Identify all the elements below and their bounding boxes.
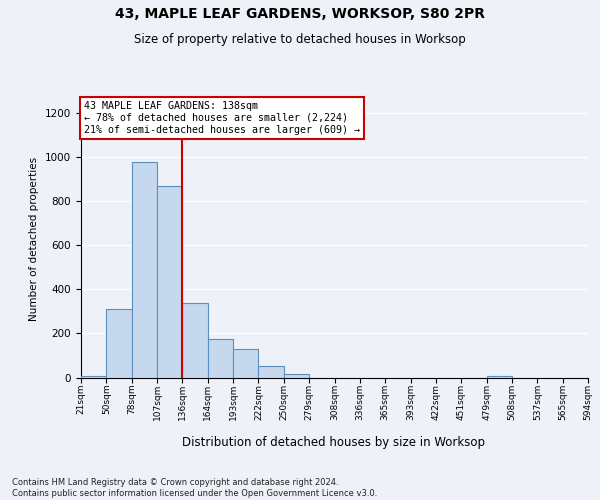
Text: Distribution of detached houses by size in Worksop: Distribution of detached houses by size …	[182, 436, 485, 449]
Bar	[208, 339, 233, 378]
Text: Contains HM Land Registry data © Crown copyright and database right 2024.
Contai: Contains HM Land Registry data © Crown c…	[12, 478, 377, 498]
Bar	[81, 376, 106, 378]
Bar	[106, 309, 132, 378]
Bar	[487, 376, 512, 378]
Bar	[157, 186, 182, 378]
Y-axis label: Number of detached properties: Number of detached properties	[29, 156, 40, 321]
Bar	[132, 162, 157, 378]
Bar	[233, 349, 259, 378]
Bar	[284, 374, 309, 378]
Bar	[259, 366, 284, 378]
Text: 43 MAPLE LEAF GARDENS: 138sqm
← 78% of detached houses are smaller (2,224)
21% o: 43 MAPLE LEAF GARDENS: 138sqm ← 78% of d…	[83, 102, 359, 134]
Text: Size of property relative to detached houses in Worksop: Size of property relative to detached ho…	[134, 32, 466, 46]
Text: 43, MAPLE LEAF GARDENS, WORKSOP, S80 2PR: 43, MAPLE LEAF GARDENS, WORKSOP, S80 2PR	[115, 8, 485, 22]
Bar	[182, 302, 208, 378]
